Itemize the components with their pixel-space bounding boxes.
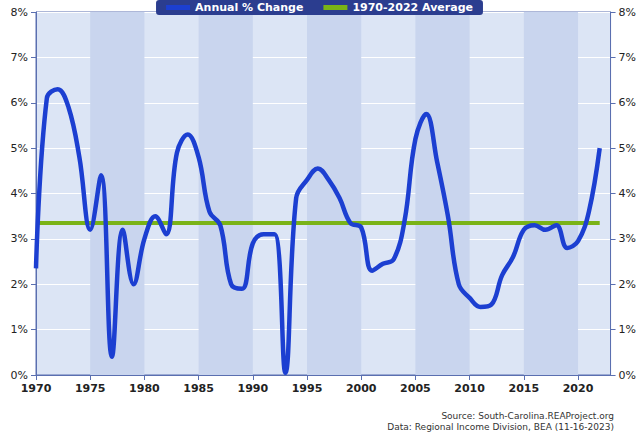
svg-text:1990: 1990 [237,382,268,395]
svg-text:1995: 1995 [292,382,323,395]
svg-text:1975: 1975 [75,382,106,395]
svg-text:2010: 2010 [454,382,485,395]
svg-text:1970-2022 Average: 1970-2022 Average [352,1,473,14]
svg-text:1%: 1% [619,323,636,336]
svg-text:1985: 1985 [183,382,214,395]
svg-text:1980: 1980 [129,382,160,395]
svg-text:8%: 8% [11,6,28,19]
svg-text:3%: 3% [619,232,636,245]
svg-text:7%: 7% [619,51,636,64]
svg-text:3%: 3% [11,232,28,245]
svg-text:2005: 2005 [400,382,431,395]
svg-text:2000: 2000 [346,382,377,395]
svg-text:1970: 1970 [21,382,52,395]
svg-text:6%: 6% [11,96,28,109]
svg-text:4%: 4% [11,187,28,200]
svg-text:6%: 6% [619,96,636,109]
svg-text:2015: 2015 [509,382,540,395]
svg-text:Annual % Change: Annual % Change [195,1,303,14]
svg-text:1%: 1% [11,323,28,336]
svg-text:Data: Regional Income Division: Data: Regional Income Division, BEA (11-… [387,422,614,432]
svg-text:2%: 2% [619,278,636,291]
svg-text:2020: 2020 [563,382,594,395]
svg-text:0%: 0% [619,369,636,382]
svg-text:7%: 7% [11,51,28,64]
svg-text:2%: 2% [11,278,28,291]
svg-text:4%: 4% [619,187,636,200]
svg-text:5%: 5% [619,142,636,155]
svg-text:0%: 0% [11,369,28,382]
svg-text:Source: South-Carolina.REAProj: Source: South-Carolina.REAProject.org [441,411,614,421]
svg-text:5%: 5% [11,142,28,155]
svg-text:8%: 8% [619,6,636,19]
